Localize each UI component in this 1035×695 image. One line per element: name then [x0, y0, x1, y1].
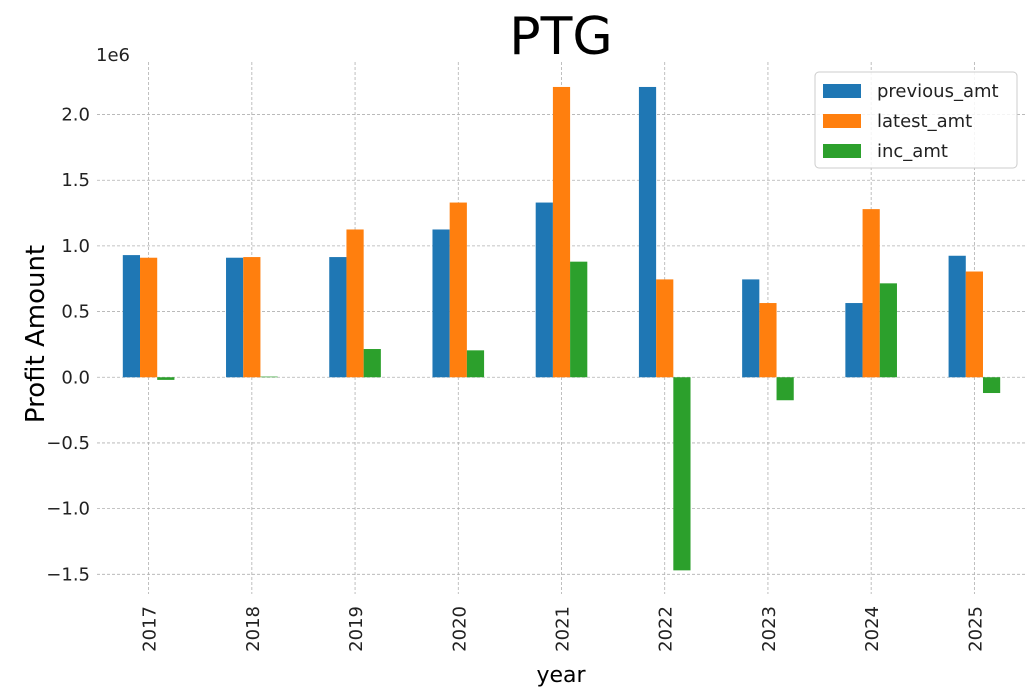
- bar-latest_amt: [243, 257, 261, 378]
- legend-label: latest_amt: [877, 111, 972, 132]
- bar-previous_amt: [535, 202, 553, 378]
- legend-label: inc_amt: [877, 141, 948, 162]
- bar-previous_amt: [638, 86, 657, 378]
- bar-previous_amt: [432, 229, 450, 378]
- legend-box: [814, 71, 1018, 169]
- legend-swatch: [823, 114, 861, 128]
- bar-latest_amt: [862, 209, 880, 378]
- y-tick-label: −0.5: [46, 433, 90, 454]
- x-axis-label: year: [536, 663, 586, 688]
- x-tick-label: 2023: [759, 606, 780, 652]
- bar-latest_amt: [140, 257, 158, 378]
- x-tick-label: 2019: [346, 606, 367, 652]
- legend-label: previous_amt: [877, 81, 999, 102]
- bar-inc_amt: [570, 261, 588, 378]
- bar-previous_amt: [122, 255, 141, 378]
- y-tick-label: 1.5: [61, 170, 90, 191]
- bar-previous_amt: [948, 255, 966, 378]
- x-tick-label: 2025: [965, 606, 986, 652]
- bar-inc_amt: [879, 283, 897, 378]
- bar-latest_amt: [346, 229, 364, 378]
- y-axis-label: Profit Amount: [21, 245, 51, 423]
- y-tick-label: −1.5: [46, 564, 90, 585]
- x-tick-label: 2018: [243, 606, 264, 652]
- y-tick-label: −1.0: [46, 499, 90, 520]
- bar-previous_amt: [742, 279, 760, 378]
- bar-inc_amt: [776, 377, 794, 401]
- bars: [122, 86, 1001, 571]
- tick-labels: −1.5 −1.0 −0.5 0.0 0.5 1.0 1.5 2.0 2017 2018 2019 2…: [46, 105, 986, 652]
- bar-latest_amt: [449, 202, 467, 378]
- y-tick-label: 0.5: [61, 302, 90, 323]
- bar-inc_amt: [982, 377, 1001, 394]
- x-tick-label: 2024: [862, 606, 883, 652]
- bar-inc_amt: [673, 377, 691, 571]
- bar-previous_amt: [329, 257, 347, 378]
- bar-inc_amt: [260, 376, 278, 378]
- bar-previous_amt: [845, 303, 863, 378]
- bar-inc_amt: [466, 350, 485, 378]
- bar-previous_amt: [226, 257, 244, 378]
- y-tick-label: 2.0: [61, 105, 90, 126]
- y-scale-label: 1e6: [96, 45, 130, 66]
- bar-latest_amt: [759, 303, 777, 378]
- x-tick-label: 2020: [449, 606, 470, 652]
- bar-latest_amt: [965, 271, 983, 378]
- y-tick-label: 0.0: [61, 367, 90, 388]
- x-tick-label: 2021: [553, 606, 574, 652]
- bar-inc_amt: [157, 377, 175, 380]
- legend: previous_amt latest_amt inc_amt: [814, 71, 1018, 169]
- y-tick-label: 1.0: [61, 236, 90, 257]
- bar-inc_amt: [363, 349, 381, 378]
- legend-swatch: [823, 84, 861, 98]
- x-tick-label: 2022: [656, 606, 677, 652]
- bar-latest_amt: [656, 279, 674, 378]
- x-tick-label: 2017: [140, 606, 161, 652]
- chart-title: PTG: [509, 7, 612, 67]
- bar-latest_amt: [552, 86, 571, 378]
- legend-swatch: [823, 144, 861, 158]
